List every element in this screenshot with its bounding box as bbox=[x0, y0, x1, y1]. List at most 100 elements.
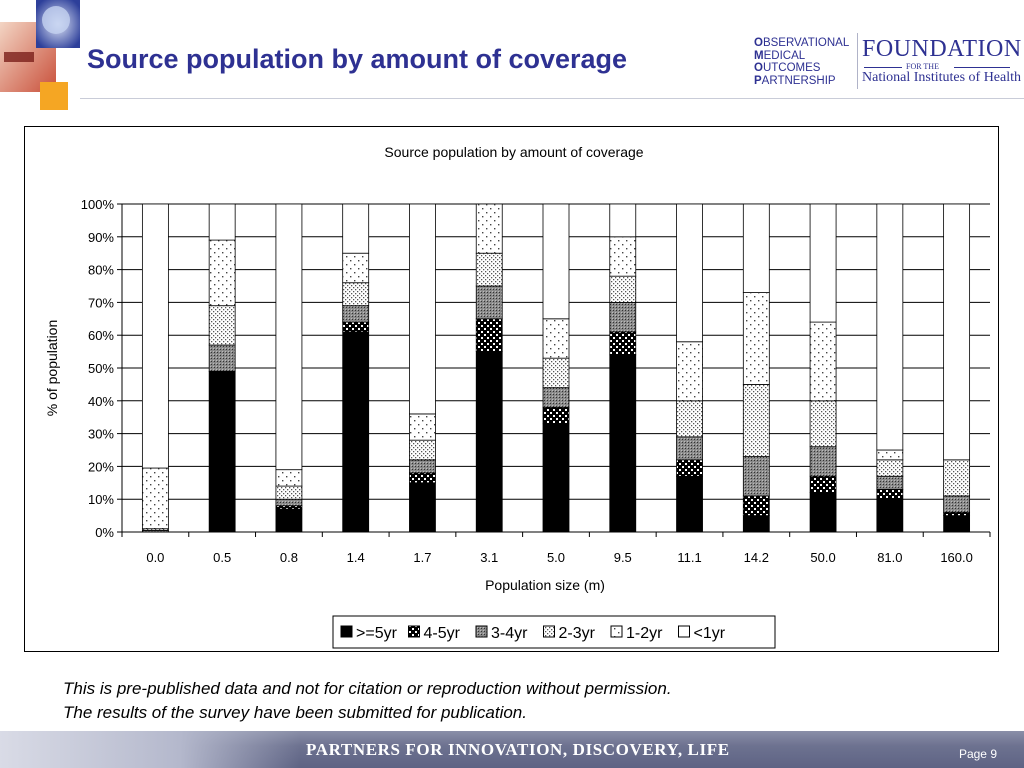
bar-segment bbox=[943, 495, 971, 513]
legend-swatch bbox=[543, 625, 555, 638]
footer-bar: PARTNERS FOR INNOVATION, DISCOVERY, LIFE… bbox=[0, 731, 1024, 768]
legend-swatch bbox=[408, 625, 420, 638]
x-tick-label: 160.0 bbox=[940, 550, 973, 565]
x-tick-label: 14.2 bbox=[744, 550, 769, 565]
bar-segment bbox=[208, 305, 236, 346]
logo-divider bbox=[857, 33, 858, 89]
bar-segment bbox=[542, 423, 570, 533]
bar-segment bbox=[542, 387, 570, 408]
bar-segment bbox=[475, 285, 503, 320]
bar-segment bbox=[742, 495, 770, 517]
omop-logo-line: OUTCOMES bbox=[754, 62, 821, 74]
x-axis-label: Population size (m) bbox=[485, 577, 605, 593]
bar-segment bbox=[809, 475, 837, 494]
bar-segment bbox=[342, 203, 370, 254]
y-tick-label: 20% bbox=[88, 459, 114, 474]
chart-frame: Source population by amount of coverage 0… bbox=[24, 126, 999, 652]
bar-segment bbox=[208, 239, 236, 307]
legend-label: >=5yr bbox=[356, 625, 398, 642]
legend-label: 1-2yr bbox=[626, 625, 663, 642]
fnih-logo-for-the: FOR THE bbox=[906, 62, 939, 71]
x-tick-label: 50.0 bbox=[810, 550, 835, 565]
bar-segment bbox=[676, 341, 703, 402]
bar-segment bbox=[275, 505, 303, 510]
omop-logo-line: MEDICAL bbox=[754, 49, 806, 62]
bar-segment bbox=[275, 469, 303, 487]
y-tick-label: 70% bbox=[88, 295, 114, 310]
bar-segment bbox=[342, 305, 370, 323]
x-tick-label: 0.0 bbox=[146, 550, 164, 565]
bar-segment bbox=[542, 406, 570, 425]
x-tick-label: 5.0 bbox=[547, 550, 565, 565]
bar-segment bbox=[342, 252, 370, 284]
bar-segment bbox=[409, 413, 436, 441]
x-tick-label: 11.1 bbox=[677, 550, 701, 565]
bar-segment bbox=[208, 344, 236, 372]
y-tick-label: 30% bbox=[88, 427, 114, 442]
bar-segment bbox=[609, 236, 637, 277]
publication-note: The results of the survey have been subm… bbox=[63, 703, 527, 722]
bar-segment bbox=[876, 488, 904, 500]
bar-segment bbox=[943, 515, 971, 533]
bar-segment bbox=[275, 508, 303, 533]
bar-segment bbox=[742, 383, 770, 457]
bar-segment bbox=[342, 321, 370, 333]
bar-segment bbox=[542, 318, 570, 359]
bar-segment bbox=[609, 354, 637, 533]
x-tick-label: 3.1 bbox=[480, 550, 498, 565]
page-title: Source population by amount of coverage bbox=[87, 44, 628, 74]
x-tick-label: 9.5 bbox=[614, 550, 632, 565]
bar-segment bbox=[409, 459, 436, 474]
y-tick-label: 0% bbox=[95, 525, 114, 540]
legend-swatch bbox=[610, 625, 623, 638]
y-tick-label: 60% bbox=[88, 328, 114, 343]
slide-header: Source population by amount of coverage … bbox=[0, 0, 1024, 110]
bar-segment bbox=[542, 203, 570, 320]
bar-segment bbox=[141, 467, 169, 530]
corner-decoration-image bbox=[0, 0, 80, 110]
bar-segment bbox=[809, 321, 837, 402]
omop-logo-line: OBSERVATIONAL bbox=[754, 37, 850, 49]
legend-swatch bbox=[678, 625, 690, 638]
bar-segment bbox=[676, 436, 703, 461]
bar-segment bbox=[809, 446, 837, 477]
header-divider bbox=[80, 98, 1024, 99]
footer-tagline: PARTNERS FOR INNOVATION, DISCOVERY, LIFE bbox=[306, 740, 730, 759]
bar-segment bbox=[809, 492, 837, 533]
y-tick-label: 80% bbox=[88, 263, 114, 278]
footer-gradient bbox=[0, 731, 300, 768]
y-tick-label: 10% bbox=[88, 492, 114, 507]
legend-swatch bbox=[340, 625, 353, 638]
bar-segment bbox=[742, 203, 770, 293]
page-number: Page 9 bbox=[958, 747, 997, 761]
legend-label: 4-5yr bbox=[424, 625, 461, 642]
x-tick-label: 0.8 bbox=[280, 550, 298, 565]
bar-segment bbox=[342, 331, 370, 533]
fnih-logo: FOUNDATION FOR THE National Institutes o… bbox=[862, 36, 1022, 88]
bar-segment bbox=[876, 449, 904, 461]
bar-segment bbox=[475, 318, 503, 353]
bar-segment bbox=[275, 203, 303, 471]
legend-label: <1yr bbox=[694, 625, 726, 642]
bar-segment bbox=[409, 203, 436, 415]
bar-segment bbox=[609, 203, 637, 238]
bar-segment bbox=[943, 203, 971, 461]
legend-swatch bbox=[475, 625, 488, 638]
fnih-logo-institute: National Institutes of Health bbox=[862, 70, 1022, 85]
bar-segment bbox=[742, 515, 770, 533]
chart-title: Source population by amount of coverage bbox=[384, 144, 643, 160]
bar-segment bbox=[809, 400, 837, 448]
y-axis-label: % of population bbox=[44, 320, 60, 417]
bar-segment bbox=[342, 282, 370, 307]
bar-segment bbox=[676, 400, 703, 438]
bar-segment bbox=[742, 456, 770, 497]
bar-segment bbox=[809, 203, 837, 323]
bar-segment bbox=[609, 301, 637, 333]
bar-segment bbox=[208, 203, 236, 241]
bar-segment bbox=[141, 203, 169, 469]
bar-segment bbox=[409, 482, 436, 533]
bar-segment bbox=[409, 472, 436, 484]
bar-segment bbox=[475, 252, 503, 287]
bar-segment bbox=[542, 357, 570, 389]
x-tick-label: 81.0 bbox=[877, 550, 902, 565]
